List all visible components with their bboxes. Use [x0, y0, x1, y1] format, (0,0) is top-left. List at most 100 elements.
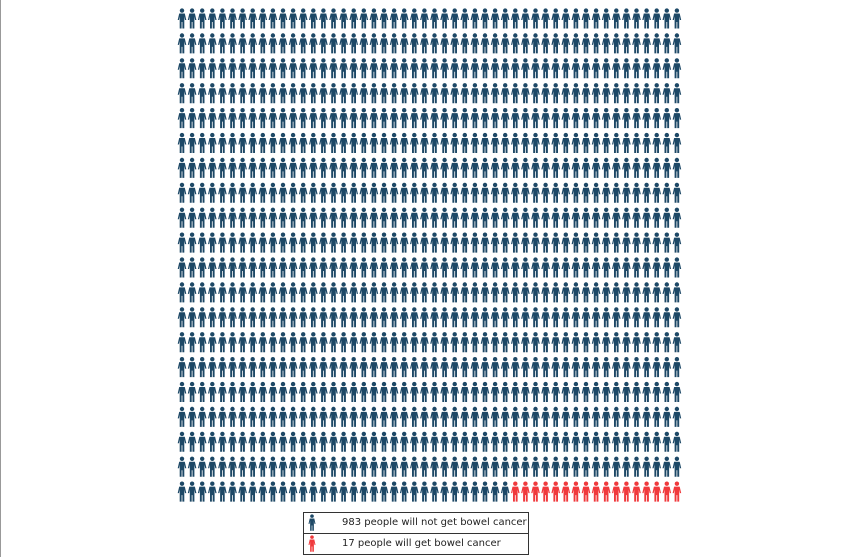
person-icon	[642, 332, 651, 353]
person-icon	[329, 481, 338, 502]
person-icon	[511, 357, 520, 378]
person-icon	[208, 456, 217, 477]
person-icon	[571, 307, 581, 328]
person-icon	[238, 282, 247, 303]
person-icon	[460, 232, 470, 253]
person-icon	[268, 207, 278, 228]
person-icon	[430, 232, 439, 253]
person-icon	[672, 157, 682, 178]
person-icon	[319, 157, 328, 178]
person-icon	[511, 157, 520, 178]
person-icon	[521, 381, 530, 402]
person-icon	[541, 381, 550, 402]
person-icon	[672, 406, 682, 427]
person-icon	[591, 282, 601, 303]
person-icon	[258, 431, 268, 452]
person-icon	[248, 132, 257, 153]
person-icon	[511, 132, 520, 153]
person-icon	[551, 381, 560, 402]
person-icon	[187, 332, 197, 353]
person-icon	[197, 282, 207, 303]
person-icon	[177, 332, 187, 353]
person-icon	[500, 33, 510, 54]
person-icon	[440, 132, 449, 153]
person-icon	[642, 307, 651, 328]
person-icon	[228, 307, 237, 328]
person-icon	[672, 307, 682, 328]
person-icon	[591, 58, 601, 79]
person-icon	[551, 108, 560, 129]
person-icon	[622, 58, 631, 79]
person-icon	[218, 157, 227, 178]
person-icon	[440, 381, 449, 402]
person-icon	[450, 232, 459, 253]
person-icon	[440, 431, 449, 452]
person-icon	[379, 182, 389, 203]
person-icon	[420, 357, 429, 378]
person-icon	[369, 381, 379, 402]
person-icon	[177, 232, 187, 253]
person-icon	[612, 182, 621, 203]
person-icon	[228, 357, 237, 378]
person-icon	[339, 307, 348, 328]
person-icon	[632, 83, 641, 104]
person-icon	[349, 357, 358, 378]
person-icon	[278, 406, 288, 427]
person-icon	[268, 406, 278, 427]
person-icon	[359, 83, 369, 104]
person-icon	[329, 8, 338, 29]
person-icon	[208, 232, 217, 253]
person-icon	[369, 108, 379, 129]
person-icon	[591, 381, 601, 402]
person-icon	[450, 357, 459, 378]
person-icon	[571, 83, 581, 104]
person-icon	[622, 381, 631, 402]
person-icon	[420, 282, 429, 303]
person-icon	[208, 357, 217, 378]
person-icon	[258, 58, 268, 79]
person-icon	[187, 182, 197, 203]
person-icon	[561, 357, 571, 378]
person-icon	[389, 182, 399, 203]
person-icon	[278, 357, 288, 378]
person-icon	[571, 8, 581, 29]
person-icon	[359, 182, 369, 203]
person-icon	[369, 456, 379, 477]
person-icon	[531, 157, 540, 178]
person-icon	[662, 282, 672, 303]
person-icon	[632, 257, 641, 278]
person-icon	[208, 8, 217, 29]
person-icon	[298, 132, 308, 153]
person-icon	[339, 182, 348, 203]
person-icon	[642, 282, 651, 303]
person-icon	[470, 58, 480, 79]
person-icon	[177, 8, 187, 29]
person-icon	[460, 58, 470, 79]
person-icon	[450, 257, 459, 278]
person-icon	[490, 8, 500, 29]
person-icon	[339, 431, 348, 452]
person-icon	[420, 307, 429, 328]
person-icon	[430, 182, 439, 203]
person-icon	[470, 406, 480, 427]
person-icon	[228, 58, 237, 79]
person-icon	[541, 108, 550, 129]
person-icon	[379, 481, 389, 502]
person-icon	[349, 456, 358, 477]
person-icon	[298, 232, 308, 253]
person-icon	[591, 232, 601, 253]
person-icon	[268, 332, 278, 353]
person-icon	[551, 307, 560, 328]
person-icon	[379, 307, 389, 328]
person-icon	[197, 108, 207, 129]
person-icon	[571, 332, 581, 353]
person-icon	[642, 406, 651, 427]
person-icon	[288, 132, 298, 153]
person-icon	[238, 481, 247, 502]
person-icon	[470, 282, 480, 303]
person-icon	[571, 232, 581, 253]
person-icon	[410, 357, 419, 378]
person-icon	[601, 257, 611, 278]
person-icon	[197, 33, 207, 54]
person-icon	[187, 481, 197, 502]
